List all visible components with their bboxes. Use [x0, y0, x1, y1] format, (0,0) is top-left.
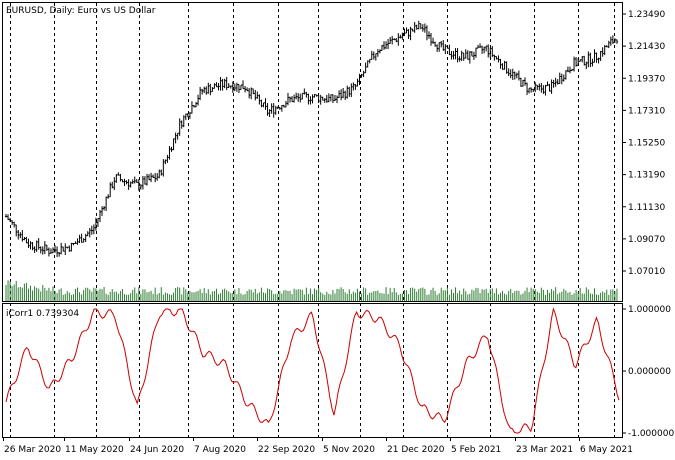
- price-tick-label: 1.11130: [628, 203, 665, 213]
- time-axis: 26 Mar 2020 11 May 2020 24 Jun 2020 7 Aug 2…: [3, 437, 633, 455]
- price-tick-label: 1.09070: [628, 235, 665, 245]
- time-tick-label: 6 May 2021: [580, 445, 633, 455]
- price-tick-label: 1.13190: [628, 171, 665, 181]
- indicator-axis: 1.000000 0.000000 -1.000000: [622, 305, 674, 439]
- volume-histogram: [5, 280, 618, 301]
- time-tick-label: 22 Sep 2020: [258, 445, 315, 455]
- time-tick-label: 5 Nov 2020: [323, 445, 375, 455]
- time-tick-label: 11 May 2020: [65, 445, 124, 455]
- time-tick-label: 26 Mar 2020: [4, 445, 61, 455]
- indicator-tick-label: 0.000000: [628, 367, 671, 377]
- indicator-line[interactable]: [5, 307, 620, 434]
- time-tick-label: 24 Jun 2020: [130, 445, 184, 455]
- price-tick-label: 1.19370: [628, 74, 665, 84]
- price-tick-label: 1.23490: [628, 10, 665, 20]
- price-tick-label: 1.07010: [628, 267, 665, 277]
- vertical-grid: [10, 3, 615, 437]
- time-tick-label: 21 Dec 2020: [387, 445, 445, 455]
- indicator-tick-label: 1.000000: [628, 305, 671, 315]
- price-candles[interactable]: [5, 20, 618, 257]
- time-tick-label: 5 Feb 2021: [451, 445, 501, 455]
- price-pane-frame: [2, 2, 623, 302]
- price-tick-label: 1.17310: [628, 106, 665, 116]
- price-tick-label: 1.21430: [628, 42, 665, 52]
- indicator-tick-label: -1.000000: [628, 429, 674, 439]
- symbol-label: EURUSD, Daily: Euro vs US Dollar: [6, 6, 156, 16]
- price-tick-label: 1.15250: [628, 139, 665, 149]
- time-tick-label: 23 Mar 2021: [516, 445, 573, 455]
- price-axis: 1.23490 1.21430 1.19370 1.17310 1.15250 1.131…: [622, 10, 665, 277]
- time-tick-label: 7 Aug 2020: [194, 445, 246, 455]
- indicator-label: iCorr1 0.739304: [6, 309, 79, 319]
